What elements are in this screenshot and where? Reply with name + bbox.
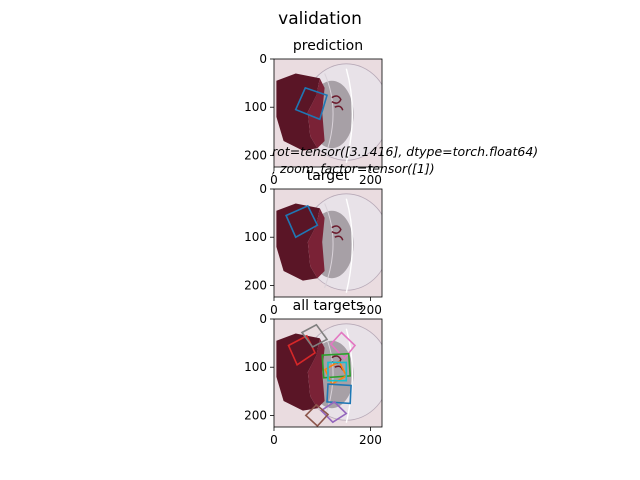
x-tick-label: 200 xyxy=(359,433,382,447)
y-tick-label: 0 xyxy=(259,52,267,66)
baseball-cap-icon xyxy=(274,59,382,167)
figure-title: validation xyxy=(278,9,362,29)
cap-brim xyxy=(276,333,320,411)
cap-brim xyxy=(276,203,320,281)
cap-logo xyxy=(331,225,344,241)
cap-brim-edge xyxy=(307,208,325,279)
y-tick-label: 100 xyxy=(244,230,267,244)
bounding-box xyxy=(300,323,329,349)
y-tick-label: 0 xyxy=(259,182,267,196)
bounding-box xyxy=(287,334,317,366)
bounding-box xyxy=(321,352,352,379)
baseball-cap-icon xyxy=(274,189,382,297)
panel-title: prediction xyxy=(293,38,363,54)
y-tick-label: 0 xyxy=(259,312,267,326)
y-tick-label: 200 xyxy=(244,148,267,162)
cap-brim-edge xyxy=(307,78,325,149)
y-tick-label: 100 xyxy=(244,100,267,114)
zoom-annotation: , zoom_factor=tensor([1]) xyxy=(272,161,435,176)
y-tick-label: 200 xyxy=(244,408,267,422)
y-tick-label: 100 xyxy=(244,360,267,374)
bounding-box xyxy=(285,204,319,239)
bounding-box xyxy=(327,361,348,382)
baseball-cap-icon xyxy=(274,319,382,427)
panel-title: all targets xyxy=(293,298,364,314)
x-tick-label: 200 xyxy=(359,303,382,317)
cap-brim-edge xyxy=(307,338,325,409)
cap-seam xyxy=(345,328,354,423)
cap-seam xyxy=(345,198,354,293)
axes-frame xyxy=(273,318,383,428)
cap-brim xyxy=(276,73,320,151)
panel-title: target xyxy=(307,168,350,184)
y-tick-label: 200 xyxy=(244,278,267,292)
x-tick-label: 200 xyxy=(359,173,382,187)
axes-frame xyxy=(273,188,383,298)
bounding-box xyxy=(326,383,352,405)
rotation-annotation: rot=tensor([3.1416], dtype=torch.float64… xyxy=(272,144,538,159)
cap-seam xyxy=(324,203,334,289)
cap-seam xyxy=(324,333,334,419)
cap-logo xyxy=(331,95,344,111)
bounding-box xyxy=(320,400,348,424)
x-tick-label: 0 xyxy=(270,173,278,187)
axes-frame xyxy=(273,58,383,168)
bounding-box xyxy=(304,403,330,428)
x-tick-label: 0 xyxy=(270,303,278,317)
cap-seam xyxy=(324,73,334,159)
bounding-box xyxy=(294,86,328,121)
x-tick-label: 0 xyxy=(270,433,278,447)
cap-seam xyxy=(345,68,354,163)
